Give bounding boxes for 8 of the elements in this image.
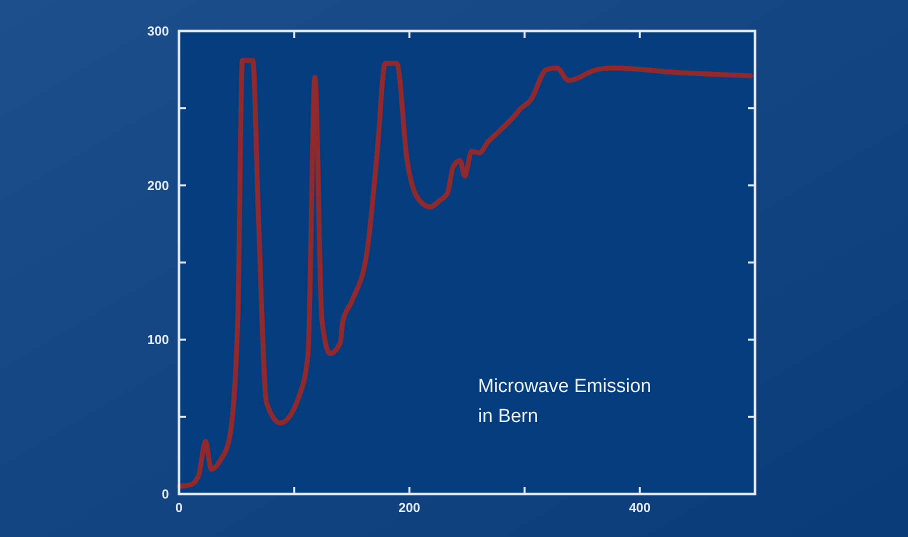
x-tick-label: 400 xyxy=(628,500,651,515)
x-tick-label: 200 xyxy=(398,500,420,515)
y-tick-label: 0 xyxy=(162,486,169,502)
x-tick-label: 0 xyxy=(175,500,183,515)
y-tick-label: 100 xyxy=(147,332,169,348)
y-tick-label: 200 xyxy=(147,178,169,193)
y-tick-label: 300 xyxy=(147,24,169,39)
annotation: Microwave Emission in Bern xyxy=(478,376,652,427)
